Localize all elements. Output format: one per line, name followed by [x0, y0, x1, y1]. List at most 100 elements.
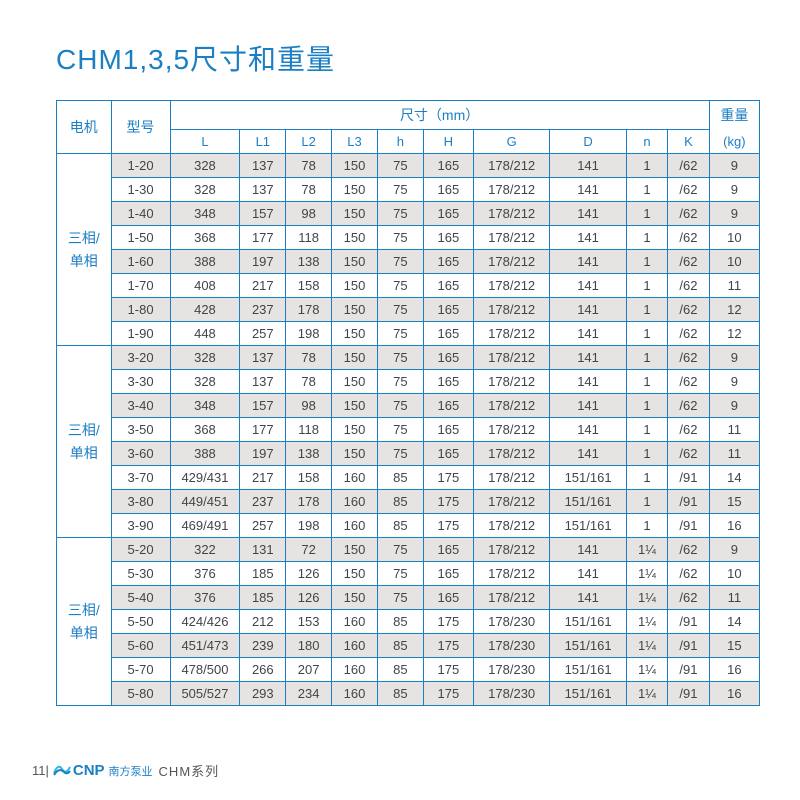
- cell-model: 5-30: [111, 562, 170, 586]
- cell-h: 75: [377, 346, 423, 370]
- cell-G: 178/212: [473, 586, 549, 610]
- cell-K: /62: [668, 274, 709, 298]
- cell-model: 3-80: [111, 490, 170, 514]
- cell-L2: 126: [286, 586, 332, 610]
- cell-L: 448: [170, 322, 240, 346]
- cell-L3: 150: [332, 370, 378, 394]
- cell-L2: 118: [286, 226, 332, 250]
- cell-L: 429/431: [170, 466, 240, 490]
- cell-L3: 150: [332, 442, 378, 466]
- cell-L2: 180: [286, 634, 332, 658]
- cell-K: /91: [668, 658, 709, 682]
- cell-wt: 10: [709, 562, 759, 586]
- cell-H: 165: [423, 322, 473, 346]
- cell-H: 165: [423, 250, 473, 274]
- cell-L2: 158: [286, 466, 332, 490]
- cell-L: 368: [170, 418, 240, 442]
- cell-L: 376: [170, 562, 240, 586]
- brand-text: CNP: [73, 762, 105, 779]
- cell-H: 165: [423, 298, 473, 322]
- cell-H: 165: [423, 274, 473, 298]
- cell-K: /91: [668, 466, 709, 490]
- cell-K: /62: [668, 298, 709, 322]
- cell-H: 165: [423, 202, 473, 226]
- cell-model: 5-80: [111, 682, 170, 706]
- cell-H: 175: [423, 490, 473, 514]
- cell-model: 3-50: [111, 418, 170, 442]
- cell-G: 178/212: [473, 274, 549, 298]
- cell-H: 165: [423, 178, 473, 202]
- cell-L2: 158: [286, 274, 332, 298]
- cell-n: 1: [626, 274, 667, 298]
- cell-K: /91: [668, 490, 709, 514]
- cell-L2: 234: [286, 682, 332, 706]
- table-row: 5-60451/47323918016085175178/230151/1611…: [57, 634, 760, 658]
- cell-K: /91: [668, 634, 709, 658]
- cell-model: 5-20: [111, 538, 170, 562]
- table-row: 1-8042823717815075165178/2121411/6212: [57, 298, 760, 322]
- cell-L2: 72: [286, 538, 332, 562]
- series-text: CHM系列: [159, 761, 220, 780]
- cell-K: /62: [668, 250, 709, 274]
- table-row: 3-5036817711815075165178/2121411/6211: [57, 418, 760, 442]
- cell-n: 1: [626, 154, 667, 178]
- cell-D: 141: [550, 202, 626, 226]
- cell-L: 348: [170, 202, 240, 226]
- cell-D: 141: [550, 250, 626, 274]
- motor-group-label: 三相/单相: [57, 538, 112, 706]
- cell-model: 3-70: [111, 466, 170, 490]
- cell-model: 3-30: [111, 370, 170, 394]
- cell-L2: 78: [286, 346, 332, 370]
- cell-D: 151/161: [550, 658, 626, 682]
- cell-wt: 16: [709, 658, 759, 682]
- cell-wt: 9: [709, 154, 759, 178]
- cell-L2: 78: [286, 154, 332, 178]
- col-K: K: [668, 130, 709, 154]
- cell-D: 141: [550, 298, 626, 322]
- cell-L3: 150: [332, 178, 378, 202]
- cell-H: 175: [423, 658, 473, 682]
- cell-L2: 138: [286, 442, 332, 466]
- cell-L: 478/500: [170, 658, 240, 682]
- cell-wt: 16: [709, 682, 759, 706]
- cell-L2: 98: [286, 202, 332, 226]
- cell-n: 1: [626, 226, 667, 250]
- cell-L: 469/491: [170, 514, 240, 538]
- cell-L: 388: [170, 442, 240, 466]
- cell-L2: 153: [286, 610, 332, 634]
- cell-n: 1¼: [626, 562, 667, 586]
- cell-wt: 9: [709, 178, 759, 202]
- cell-L2: 178: [286, 298, 332, 322]
- cell-L2: 207: [286, 658, 332, 682]
- cell-L1: 197: [240, 442, 286, 466]
- cell-K: /62: [668, 226, 709, 250]
- cell-L1: 137: [240, 346, 286, 370]
- cell-L1: 293: [240, 682, 286, 706]
- cell-h: 75: [377, 442, 423, 466]
- cell-model: 5-40: [111, 586, 170, 610]
- cell-L1: 177: [240, 226, 286, 250]
- cell-G: 178/212: [473, 154, 549, 178]
- cell-K: /62: [668, 394, 709, 418]
- cell-model: 1-60: [111, 250, 170, 274]
- cell-D: 141: [550, 226, 626, 250]
- cell-L2: 178: [286, 490, 332, 514]
- cell-h: 85: [377, 610, 423, 634]
- cell-L3: 150: [332, 418, 378, 442]
- cell-D: 141: [550, 154, 626, 178]
- cell-wt: 12: [709, 322, 759, 346]
- cell-H: 175: [423, 514, 473, 538]
- cell-n: 1: [626, 250, 667, 274]
- cell-model: 3-20: [111, 346, 170, 370]
- col-D: D: [550, 130, 626, 154]
- cell-L: 505/527: [170, 682, 240, 706]
- cell-L2: 78: [286, 370, 332, 394]
- cell-n: 1¼: [626, 658, 667, 682]
- col-weight-top: 重量: [709, 101, 759, 130]
- cell-D: 151/161: [550, 466, 626, 490]
- cell-G: 178/212: [473, 322, 549, 346]
- cell-L1: 237: [240, 298, 286, 322]
- cell-h: 75: [377, 154, 423, 178]
- cell-D: 141: [550, 442, 626, 466]
- cell-H: 165: [423, 346, 473, 370]
